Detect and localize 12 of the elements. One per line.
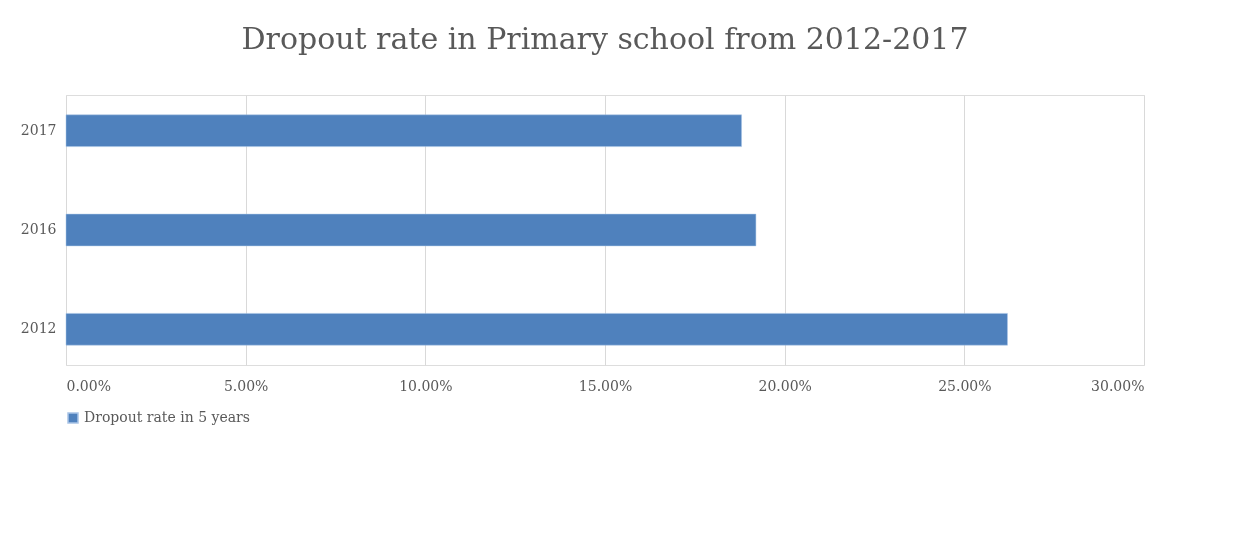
legend-label: Dropout rate in 5 years xyxy=(84,409,250,425)
y-tick-label: 2016 xyxy=(20,221,57,237)
x-tick-label: 25.00% xyxy=(938,377,992,394)
x-tick-label: 30.00% xyxy=(1091,377,1145,394)
x-tick-label: 10.00% xyxy=(399,377,453,394)
chart-title: Dropout rate in Primary school from 2012-2017 xyxy=(241,21,969,56)
y-tick-label: 2017 xyxy=(20,121,57,138)
x-tick-label: 15.00% xyxy=(578,377,633,394)
x-tick-label: 20.00% xyxy=(758,377,812,394)
x-tick-label: 5.00% xyxy=(223,377,269,394)
x-tick-label: 0.00% xyxy=(66,377,111,394)
y-tick-label: 2012 xyxy=(20,320,57,337)
